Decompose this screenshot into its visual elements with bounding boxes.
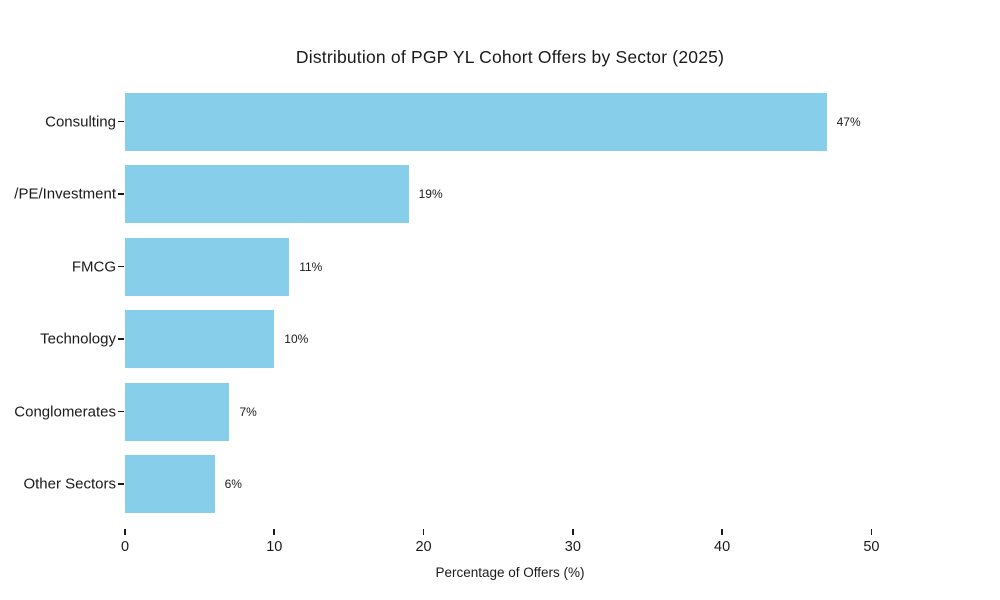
category-label-technology: Technology: [40, 330, 116, 348]
bar-technology: [125, 310, 275, 368]
value-label-consulting: 47%: [836, 114, 861, 129]
x-tick-label-30: 30: [564, 539, 581, 555]
x-tick-10: [273, 529, 276, 535]
x-tick-label-50: 50: [863, 539, 880, 555]
category-label-conglomerates: Conglomerates: [14, 403, 116, 420]
x-tick-40: [721, 529, 723, 535]
y-tick-pe-investment: [118, 193, 124, 195]
value-label-conglomerates: 7%: [239, 404, 257, 419]
bar-other-sectors: [125, 455, 215, 513]
x-tick-0: [124, 529, 126, 535]
y-tick-technology: [118, 338, 124, 340]
x-tick-30: [572, 529, 574, 535]
bar-consulting: [125, 92, 827, 151]
value-label-fmcg: 11%: [299, 259, 323, 274]
y-tick-fmcg: [118, 265, 124, 268]
x-axis-title: Percentage of Offers (%): [435, 565, 585, 580]
x-tick-50: [870, 529, 873, 535]
y-tick-other-sectors: [118, 483, 124, 485]
bar-fmcg: [125, 237, 290, 296]
chart-title: Distribution of PGP YL Cohort Offers by …: [295, 47, 725, 67]
y-tick-consulting: [118, 120, 124, 123]
x-tick-label-10: 10: [266, 539, 283, 555]
bar-pe-investment: [125, 165, 409, 223]
value-label-technology: 10%: [284, 332, 309, 346]
category-label-other-sectors: Other Sectors: [23, 475, 116, 493]
category-label-consulting: Consulting: [45, 113, 116, 130]
category-label-pe-investment: /PE/Investment: [14, 185, 116, 203]
x-tick-label-20: 20: [415, 539, 432, 555]
y-tick-conglomerates: [118, 410, 124, 413]
x-tick-20: [422, 529, 425, 535]
category-label-fmcg: FMCG: [71, 258, 116, 275]
bar-conglomerates: [125, 382, 230, 441]
value-label-pe-investment: 19%: [418, 187, 443, 201]
x-tick-label-0: 0: [120, 539, 130, 555]
value-label-other-sectors: 6%: [224, 477, 242, 491]
x-tick-label-40: 40: [714, 539, 731, 555]
